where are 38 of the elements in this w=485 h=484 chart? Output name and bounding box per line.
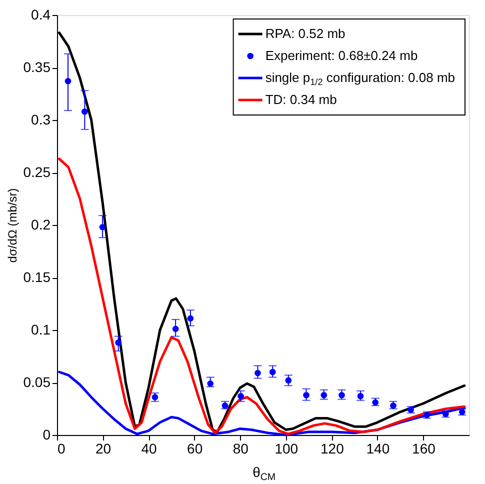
legend-label: RPA: 0.52 mb <box>265 26 346 41</box>
x-tick-label: 120 <box>320 440 344 456</box>
line-series <box>58 158 466 436</box>
x-tick-label: 100 <box>274 440 298 456</box>
point <box>303 392 310 398</box>
y-tick-label: 0 <box>42 426 51 442</box>
legend-label: TD: 0.34 mb <box>265 92 337 107</box>
x-tick-label: 160 <box>412 440 436 456</box>
point <box>115 339 122 346</box>
x-tick-label: 60 <box>187 440 203 456</box>
x-tick-label: 40 <box>141 440 158 456</box>
y-tick-label: 0.3 <box>31 112 51 128</box>
x-tick-label: 0 <box>58 440 66 456</box>
point <box>357 392 364 400</box>
point <box>338 392 345 398</box>
y-tick-label: 0.2 <box>31 216 51 232</box>
legend-label: Experiment: 0.68±0.24 mb <box>265 48 418 63</box>
point <box>172 326 179 332</box>
point <box>285 377 292 384</box>
point <box>64 78 72 84</box>
y-tick-label: 0.25 <box>23 164 51 180</box>
y-tick-label: 0.4 <box>31 6 51 22</box>
point <box>207 380 214 387</box>
point <box>99 224 106 230</box>
y-axis-title: dσ/dΩ (mb/sr) <box>5 188 20 263</box>
y-tick-label: 0.35 <box>23 59 51 75</box>
point <box>238 392 244 400</box>
point <box>254 370 261 376</box>
point <box>187 315 194 322</box>
y-tick-label: 0.1 <box>31 322 51 338</box>
x-tick-label: 20 <box>95 440 112 456</box>
x-tick-label: 140 <box>366 440 390 456</box>
x-tick-label: 80 <box>232 440 249 456</box>
y-tick-label: 0.05 <box>23 374 51 390</box>
point <box>82 108 88 115</box>
point <box>269 368 276 376</box>
point <box>320 392 328 398</box>
y-tick-label: 0.15 <box>23 269 51 285</box>
